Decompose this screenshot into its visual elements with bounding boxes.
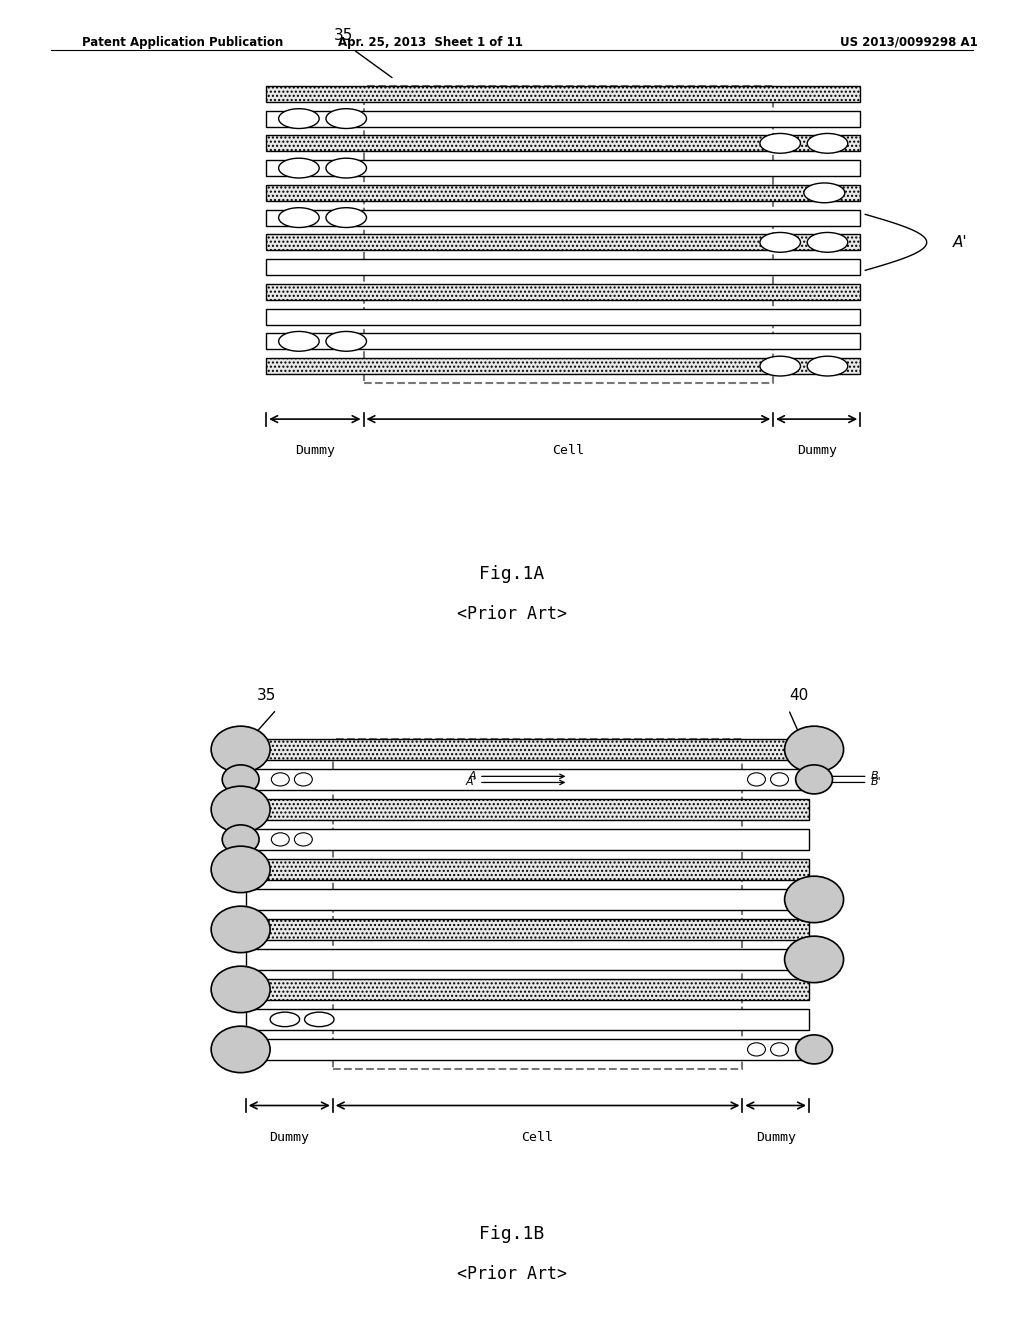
Bar [364, 86, 773, 383]
Bar [246, 799, 809, 820]
Text: A: A [469, 771, 564, 781]
Bar [266, 334, 860, 350]
Ellipse shape [279, 158, 319, 178]
Bar [246, 739, 809, 759]
Text: B': B' [823, 777, 881, 788]
Bar [266, 111, 860, 127]
Bar [246, 949, 809, 970]
Ellipse shape [807, 356, 848, 376]
Ellipse shape [326, 331, 367, 351]
Text: <Prior Art>: <Prior Art> [457, 605, 567, 623]
Bar [246, 890, 809, 909]
Bar [266, 259, 860, 275]
Text: Dummy: Dummy [797, 444, 837, 457]
Ellipse shape [295, 772, 312, 785]
Ellipse shape [211, 787, 270, 833]
Text: Fig.1B: Fig.1B [479, 1225, 545, 1243]
Ellipse shape [211, 846, 270, 892]
Text: 35: 35 [334, 28, 352, 44]
Ellipse shape [760, 356, 801, 376]
Bar [266, 235, 860, 251]
Ellipse shape [760, 133, 801, 153]
Ellipse shape [804, 183, 845, 203]
Bar [266, 309, 860, 325]
Bar [246, 1010, 809, 1030]
Bar [266, 358, 860, 374]
Bar [246, 1039, 809, 1060]
Ellipse shape [304, 1012, 334, 1027]
Bar [266, 185, 860, 201]
Ellipse shape [784, 876, 844, 923]
Ellipse shape [211, 906, 270, 953]
Text: A': A' [466, 777, 564, 788]
Text: <Prior Art>: <Prior Art> [457, 1265, 567, 1283]
Ellipse shape [796, 764, 833, 793]
Ellipse shape [222, 764, 259, 793]
Text: 40: 40 [790, 688, 808, 702]
Bar [246, 829, 809, 850]
Text: Dummy: Dummy [756, 1130, 796, 1143]
Ellipse shape [279, 331, 319, 351]
Ellipse shape [326, 108, 367, 128]
Bar [266, 135, 860, 152]
Bar [246, 859, 809, 879]
Ellipse shape [770, 772, 788, 785]
Ellipse shape [748, 772, 766, 785]
Text: Cell: Cell [552, 444, 585, 457]
Bar [266, 210, 860, 226]
Text: Patent Application Publication: Patent Application Publication [82, 36, 284, 49]
Ellipse shape [784, 726, 844, 772]
Ellipse shape [784, 936, 844, 982]
Bar [266, 160, 860, 176]
Bar [266, 86, 860, 102]
Ellipse shape [211, 1026, 270, 1073]
Bar [266, 284, 860, 300]
Ellipse shape [270, 1012, 300, 1027]
Ellipse shape [326, 158, 367, 178]
Text: A': A' [952, 235, 967, 249]
Ellipse shape [279, 108, 319, 128]
Ellipse shape [770, 1043, 788, 1056]
Text: Fig.1A: Fig.1A [479, 565, 545, 583]
Ellipse shape [279, 207, 319, 227]
Ellipse shape [211, 966, 270, 1012]
Bar [246, 770, 809, 789]
Bar [333, 739, 742, 1069]
Text: Dummy: Dummy [295, 444, 335, 457]
Ellipse shape [326, 207, 367, 227]
Bar [246, 979, 809, 999]
Ellipse shape [760, 232, 801, 252]
Ellipse shape [796, 1035, 833, 1064]
Text: Apr. 25, 2013  Sheet 1 of 11: Apr. 25, 2013 Sheet 1 of 11 [338, 36, 522, 49]
Text: 35: 35 [257, 688, 275, 702]
Ellipse shape [807, 133, 848, 153]
Text: US 2013/0099298 A1: US 2013/0099298 A1 [840, 36, 978, 49]
Ellipse shape [748, 1043, 766, 1056]
Text: Dummy: Dummy [269, 1130, 309, 1143]
Ellipse shape [211, 726, 270, 772]
Text: B: B [823, 771, 878, 781]
Bar [246, 919, 809, 940]
Ellipse shape [295, 833, 312, 846]
Ellipse shape [807, 232, 848, 252]
Ellipse shape [271, 833, 289, 846]
Ellipse shape [271, 772, 289, 785]
Text: Cell: Cell [521, 1130, 554, 1143]
Ellipse shape [222, 825, 259, 854]
